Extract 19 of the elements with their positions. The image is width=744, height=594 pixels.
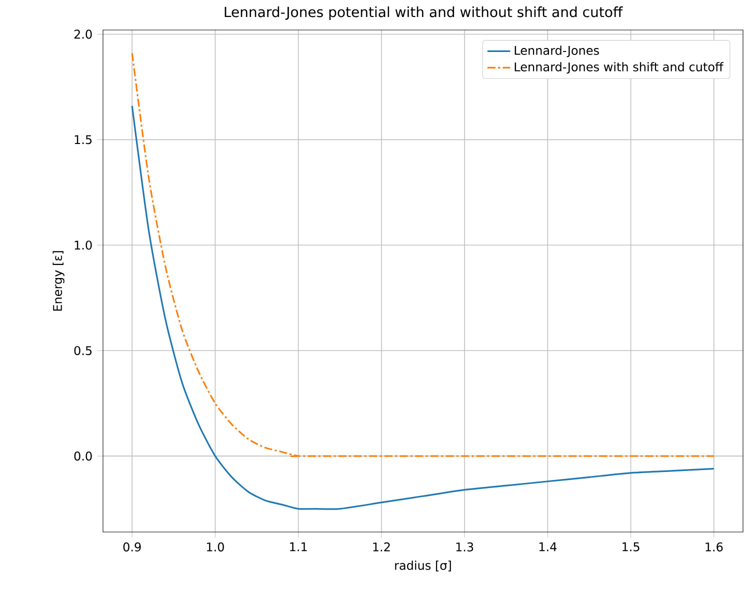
x-tick-label: 0.9	[123, 542, 141, 552]
chart-title: Lennard-Jones potential with and without shift and cutoff	[224, 6, 623, 20]
legend-label: Lennard-Jones with shift and cutoff	[514, 62, 724, 74]
y-tick-label: 0.5	[74, 346, 92, 356]
x-tick-label: 1.2	[373, 542, 390, 552]
x-tick-label: 1.5	[622, 542, 640, 552]
x-axis-title: radius [σ]	[395, 560, 451, 572]
x-tick-label: 1.0	[206, 542, 224, 552]
x-tick-label: 1.1	[290, 542, 307, 552]
y-tick-label: 0.0	[74, 452, 92, 461]
line-series	[131, 105, 715, 510]
y-axis-title: Energy [ε]	[52, 251, 64, 311]
y-tick-label: 2.0	[74, 30, 92, 39]
x-tick-label: 1.3	[456, 542, 474, 552]
y-tick-label: 1.0	[74, 240, 92, 250]
y-tick-label: 1.5	[74, 135, 92, 144]
legend-label: Lennard-Jones	[514, 46, 599, 58]
x-tick-label: 1.4	[539, 542, 557, 552]
x-tick-label: 1.6	[706, 542, 723, 552]
